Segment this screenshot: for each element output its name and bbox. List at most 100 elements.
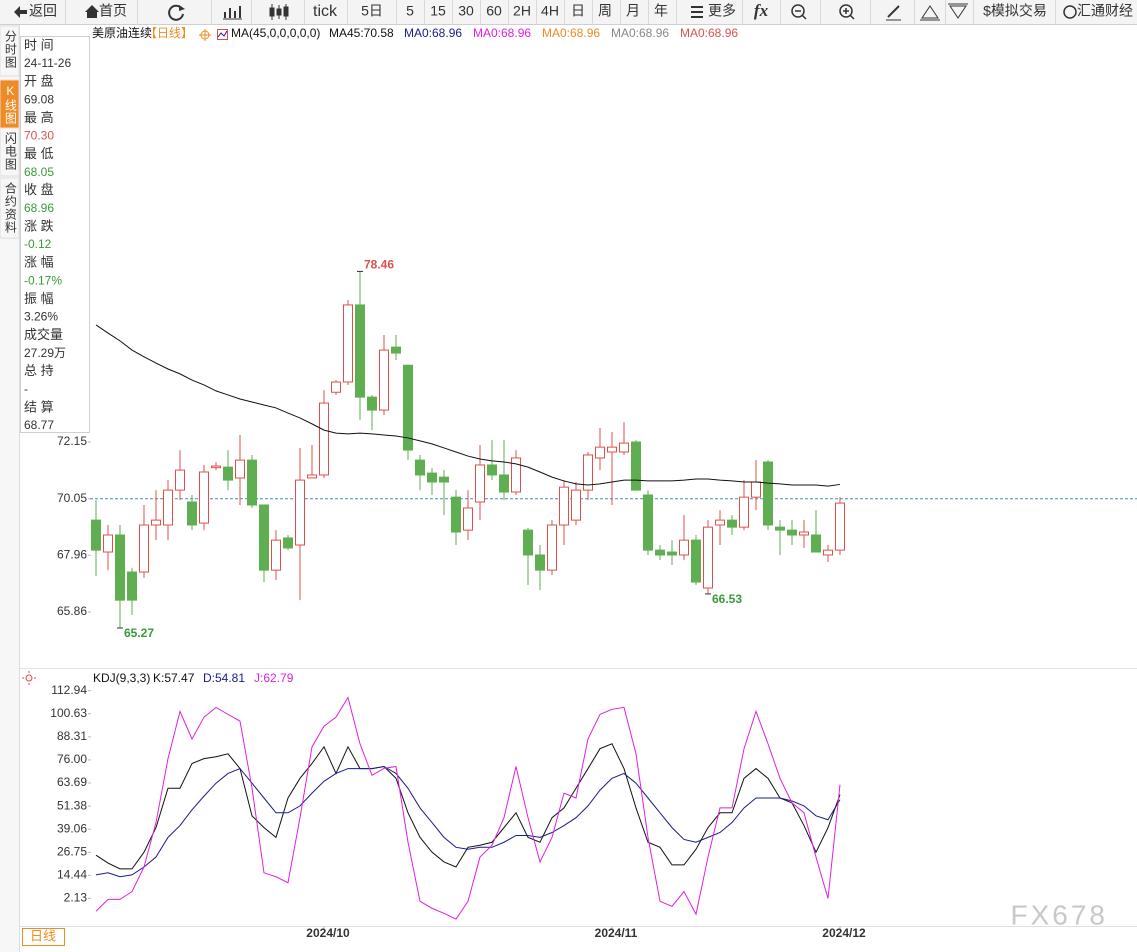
chart-icon[interactable]	[223, 6, 242, 20]
kdj-y-tick-label: 100.63	[50, 706, 87, 720]
toolbar-button[interactable]: 汇通财经	[1077, 3, 1133, 19]
toolbar	[0, 0, 1137, 24]
indicator-icon[interactable]	[217, 29, 228, 40]
triangle-down-icon[interactable]	[948, 3, 968, 19]
toolbar-button[interactable]: 周	[598, 3, 612, 19]
candle-body	[139, 524, 149, 573]
toolbar-button[interactable]: 月	[626, 3, 640, 19]
triangle-up-icon[interactable]	[920, 5, 940, 21]
candle-body	[535, 554, 545, 571]
sidebar-tab[interactable]	[0, 127, 20, 177]
candle-body	[655, 549, 665, 556]
info-label: 结 算	[24, 399, 54, 414]
sidebar-tab-label[interactable]: K线图	[3, 84, 17, 125]
candle-body	[715, 519, 725, 526]
pencil-icon[interactable]	[886, 5, 901, 21]
candle-body	[511, 457, 521, 493]
candle-body	[403, 364, 413, 451]
candle-body	[223, 466, 233, 481]
candle-body	[271, 539, 281, 571]
info-label: 振 幅	[24, 291, 54, 306]
back-icon[interactable]	[14, 6, 27, 18]
info-value: 68.77	[24, 418, 54, 432]
toolbar-button[interactable]: 日	[571, 3, 585, 19]
candle-body	[259, 504, 269, 571]
sidebar-tab-label[interactable]: 闪电图	[3, 132, 17, 171]
toolbar-button[interactable]: 15	[430, 3, 446, 19]
sidebar-tab-label[interactable]: 分时图	[3, 30, 17, 69]
candle-body	[343, 304, 353, 383]
info-label: 涨 跌	[24, 218, 54, 233]
series-line	[95, 696, 841, 920]
toolbar-button[interactable]: tick	[313, 3, 338, 20]
sidebar-tab[interactable]	[0, 25, 20, 77]
candle-body	[127, 571, 137, 601]
annotation: 65.27	[124, 626, 154, 640]
info-label: 收 盘	[24, 182, 54, 197]
kdj-sun-icon[interactable]	[22, 671, 36, 685]
toolbar-button[interactable]: 2H	[513, 3, 531, 19]
home-icon[interactable]	[85, 5, 99, 18]
watermark: FX678	[1011, 899, 1109, 930]
legend-item: MA0:68.96	[680, 26, 738, 40]
candle-body	[823, 549, 833, 556]
candle-body	[691, 539, 701, 583]
candle-body	[367, 396, 377, 411]
info-label: 成交量	[24, 327, 63, 342]
toolbar-button[interactable]: 5	[406, 3, 414, 19]
zoom-out-icon[interactable]	[791, 4, 807, 20]
candle-body	[247, 459, 257, 506]
bottom-tab-label[interactable]: 日线	[30, 928, 56, 943]
candle-body	[631, 441, 641, 491]
candle-body	[775, 526, 785, 531]
info-label: 涨 幅	[24, 255, 54, 270]
sidebar-tab[interactable]	[0, 177, 20, 239]
refresh-arrow	[179, 5, 185, 11]
candle-body	[787, 529, 797, 536]
toolbar-button[interactable]: 返回	[29, 3, 57, 19]
candle-body	[667, 551, 677, 556]
info-value: -	[24, 382, 28, 396]
candle-body	[835, 502, 845, 551]
toolbar-button[interactable]: 更多	[708, 3, 736, 19]
toolbar-button[interactable]: 5日	[361, 3, 383, 19]
candle-body	[235, 459, 245, 479]
x-tick-label: 2024/11	[595, 926, 638, 940]
toolbar-button[interactable]: $模拟交易	[983, 3, 1047, 19]
info-value: 69.08	[24, 92, 54, 106]
x-tick-label: 2024/10	[306, 926, 350, 940]
candle-body	[487, 464, 497, 476]
candle-body	[619, 442, 629, 453]
candle-body	[451, 496, 461, 533]
candle-body	[115, 534, 125, 601]
bottom-tab[interactable]	[22, 928, 65, 946]
sidebar-tab-label[interactable]: 合约资料	[3, 181, 17, 234]
toolbar-button[interactable]: 30	[458, 3, 474, 19]
candle-body	[295, 479, 305, 546]
toolbar-button[interactable]: 首页	[99, 3, 127, 19]
candle-body	[799, 531, 809, 536]
refresh-icon[interactable]	[168, 4, 184, 21]
zoom-in-icon[interactable]	[839, 4, 855, 20]
menu-icon[interactable]	[691, 6, 703, 18]
toolbar-button[interactable]: 60	[486, 3, 502, 19]
kdj-y-tick-label: 63.69	[57, 775, 87, 789]
kdj-y-tick-label: 26.75	[57, 844, 87, 858]
candle-body	[475, 464, 485, 503]
candle-body	[355, 304, 365, 398]
sidebar	[0, 25, 19, 952]
toolbar-button[interactable]: fx	[754, 1, 769, 20]
candle-body	[391, 346, 401, 354]
settings-icon[interactable]	[199, 29, 211, 41]
y-tick-label: 67.96	[57, 547, 87, 561]
candle-body	[763, 461, 773, 526]
candle-body	[427, 472, 437, 483]
y-tick-label: 72.15	[57, 434, 87, 448]
info-label: 开 盘	[24, 74, 54, 89]
toolbar-button[interactable]: 年	[654, 3, 668, 19]
candle-icon[interactable]	[269, 4, 289, 20]
huitong-icon[interactable]	[1063, 5, 1077, 19]
toolbar-button[interactable]: 4H	[541, 3, 559, 19]
